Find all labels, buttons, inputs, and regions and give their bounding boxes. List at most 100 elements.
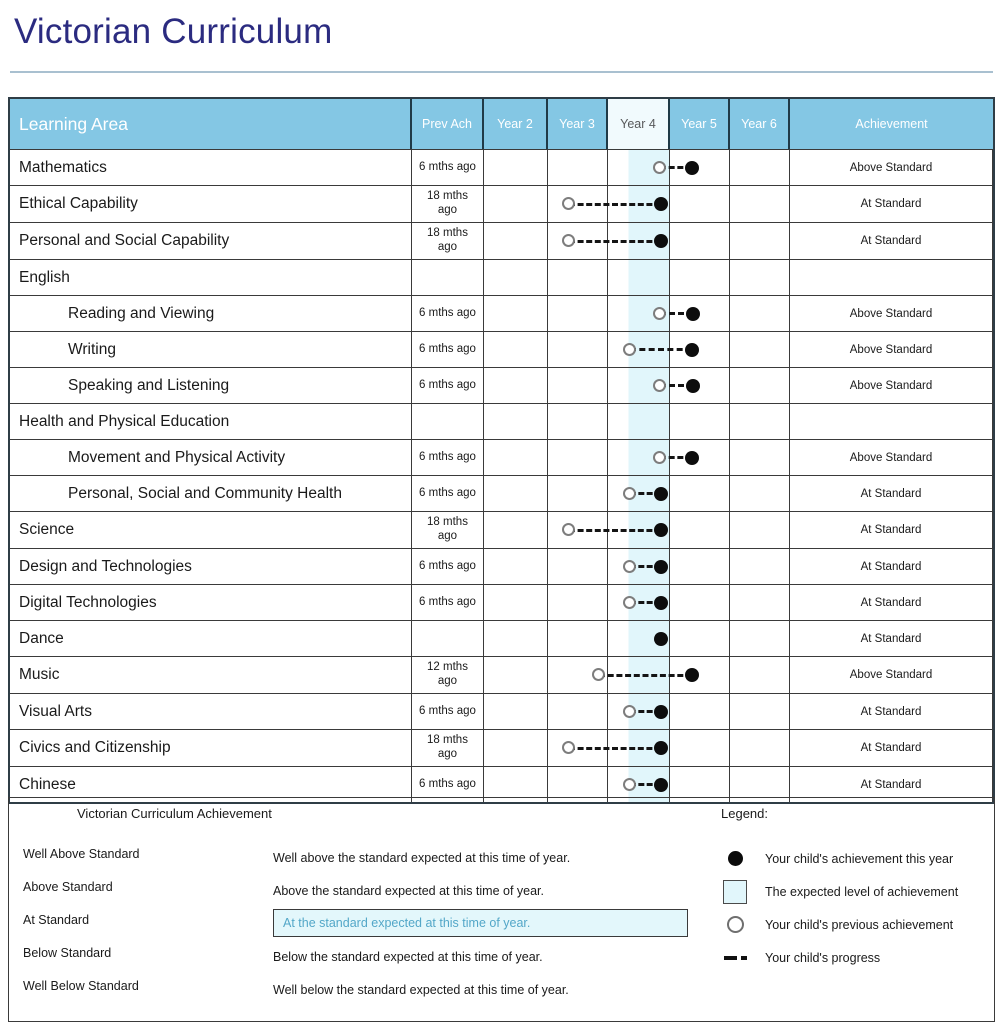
standard-row: Well Below Standard Well below the stand… bbox=[9, 974, 709, 1007]
title-divider bbox=[10, 71, 993, 73]
standard-row: Above Standard Above the standard expect… bbox=[9, 875, 709, 908]
learning-area-cell: Reading and Viewing bbox=[10, 296, 412, 331]
year-5-cell bbox=[670, 549, 730, 584]
table-row: Mathematics 6 mths ago Above Standard bbox=[10, 149, 993, 185]
year-2-cell bbox=[484, 549, 548, 584]
year-4-cell bbox=[608, 150, 670, 185]
table-row: Visual Arts 6 mths ago At Standard bbox=[10, 693, 993, 729]
year-4-cell bbox=[608, 296, 670, 331]
year-6-cell bbox=[730, 150, 790, 185]
year-6-cell bbox=[730, 657, 790, 693]
year-4-cell bbox=[608, 585, 670, 620]
achievement-cell: Above Standard bbox=[790, 440, 993, 475]
prev-ach-cell bbox=[412, 404, 484, 439]
achievement-cell: Above Standard bbox=[790, 150, 993, 185]
prev-ach-cell: 6 mths ago bbox=[412, 440, 484, 475]
achievement-cell: Above Standard bbox=[790, 657, 993, 693]
year-3-cell bbox=[548, 150, 608, 185]
prev-ach-cell: 6 mths ago bbox=[412, 694, 484, 729]
legend-item-label: The expected level of achievement bbox=[765, 884, 959, 899]
year-5-cell bbox=[670, 694, 730, 729]
year-3-cell bbox=[548, 332, 608, 367]
year-3-cell bbox=[548, 621, 608, 656]
learning-area-cell: Science bbox=[10, 512, 412, 548]
standard-description: Above the standard expected at this time… bbox=[273, 884, 544, 898]
year-4-cell bbox=[608, 549, 670, 584]
year-3-cell bbox=[548, 440, 608, 475]
year-3-cell bbox=[548, 767, 608, 802]
table-row: Speaking and Listening 6 mths ago Above … bbox=[10, 367, 993, 403]
year-5-cell bbox=[670, 260, 730, 295]
standard-description: Below the standard expected at this time… bbox=[273, 950, 543, 964]
year-3-cell bbox=[548, 585, 608, 620]
year-6-cell bbox=[730, 621, 790, 656]
year-6-cell bbox=[730, 223, 790, 259]
column-header-year-6: Year 6 bbox=[730, 99, 790, 149]
square-icon bbox=[723, 879, 747, 904]
year-4-cell bbox=[608, 223, 670, 259]
table-row: Civics and Citizenship 18 mths ago At St… bbox=[10, 729, 993, 766]
filled-circle-icon bbox=[727, 851, 743, 866]
year-5-cell bbox=[670, 150, 730, 185]
table-body: Mathematics 6 mths ago Above Standard Et… bbox=[10, 149, 993, 802]
year-2-cell bbox=[484, 440, 548, 475]
year-4-cell bbox=[608, 332, 670, 367]
curriculum-table: Learning Area Prev Ach Year 2 Year 3 Yea… bbox=[8, 97, 995, 804]
year-2-cell bbox=[484, 260, 548, 295]
year-6-cell bbox=[730, 694, 790, 729]
year-2-cell bbox=[484, 223, 548, 259]
year-6-cell bbox=[730, 404, 790, 439]
column-header-year-5: Year 5 bbox=[670, 99, 730, 149]
learning-area-cell: Speaking and Listening bbox=[10, 368, 412, 403]
year-6-cell bbox=[730, 549, 790, 584]
year-3-cell bbox=[548, 260, 608, 295]
table-row: Writing 6 mths ago Above Standard bbox=[10, 331, 993, 367]
learning-area-cell: Digital Technologies bbox=[10, 585, 412, 620]
table-row: Ethical Capability 18 mths ago At Standa… bbox=[10, 185, 993, 222]
year-2-cell bbox=[484, 150, 548, 185]
achievement-cell bbox=[790, 404, 993, 439]
achievement-cell: At Standard bbox=[790, 476, 993, 511]
year-2-cell bbox=[484, 296, 548, 331]
prev-ach-cell bbox=[412, 621, 484, 656]
year-5-cell bbox=[670, 730, 730, 766]
learning-area-cell: Movement and Physical Activity bbox=[10, 440, 412, 475]
achievement-cell: At Standard bbox=[790, 767, 993, 802]
prev-ach-cell: 18 mths ago bbox=[412, 512, 484, 548]
year-4-cell bbox=[608, 657, 670, 693]
table-row: Movement and Physical Activity 6 mths ag… bbox=[10, 439, 993, 475]
year-3-cell bbox=[548, 368, 608, 403]
year-2-cell bbox=[484, 332, 548, 367]
page-title: Victorian Curriculum bbox=[14, 12, 333, 51]
panel-title: Victorian Curriculum Achievement bbox=[77, 806, 272, 821]
prev-ach-cell: 6 mths ago bbox=[412, 476, 484, 511]
dashes-icon bbox=[724, 956, 747, 960]
year-5-cell bbox=[670, 368, 730, 403]
year-3-cell bbox=[548, 476, 608, 511]
standard-description: At the standard expected at this time of… bbox=[273, 909, 688, 937]
table-row: Dance At Standard bbox=[10, 620, 993, 656]
prev-ach-cell: 12 mths ago bbox=[412, 657, 484, 693]
year-5-cell bbox=[670, 404, 730, 439]
year-3-cell bbox=[548, 186, 608, 222]
standard-label: Above Standard bbox=[23, 880, 113, 894]
achievement-cell: Above Standard bbox=[790, 332, 993, 367]
year-2-cell bbox=[484, 767, 548, 802]
year-4-cell bbox=[608, 512, 670, 548]
column-header-year-4-current: Year 4 bbox=[608, 99, 670, 149]
year-5-cell bbox=[670, 332, 730, 367]
table-row: Personal and Social Capability 18 mths a… bbox=[10, 222, 993, 259]
standard-label: Well Below Standard bbox=[23, 979, 139, 993]
table-row: Science 18 mths ago At Standard bbox=[10, 511, 993, 548]
year-4-cell bbox=[608, 260, 670, 295]
learning-area-cell: Writing bbox=[10, 332, 412, 367]
standard-row: Well Above Standard Well above the stand… bbox=[9, 842, 709, 875]
achievement-cell: At Standard bbox=[790, 549, 993, 584]
year-2-cell bbox=[484, 730, 548, 766]
column-header-learning-area: Learning Area bbox=[10, 99, 412, 149]
table-row: Chinese 6 mths ago At Standard bbox=[10, 766, 993, 802]
year-6-cell bbox=[730, 368, 790, 403]
legend-item: The expected level of achievement bbox=[719, 875, 958, 908]
achievement-cell: At Standard bbox=[790, 730, 993, 766]
